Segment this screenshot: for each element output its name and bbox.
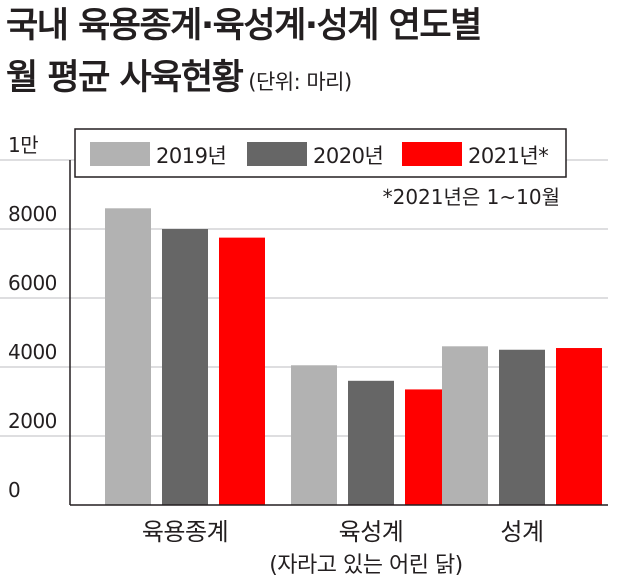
x-category-label: 성계 bbox=[500, 518, 543, 546]
bar-1-3 bbox=[219, 237, 265, 505]
x-category-label: 육성계 bbox=[339, 518, 404, 546]
bar-1-2 bbox=[162, 229, 208, 505]
y-axis-ticks: 0 2000 4000 6000 8000 1만 bbox=[8, 133, 57, 502]
bar-3-3 bbox=[556, 348, 602, 505]
y-tick-label: 1만 bbox=[8, 133, 38, 157]
bar-2-2 bbox=[348, 380, 394, 505]
legend-swatch bbox=[402, 142, 462, 166]
bar-3-2 bbox=[499, 349, 545, 505]
legend-label: 2021년* bbox=[468, 144, 548, 168]
legend-label: 2019년 bbox=[156, 144, 226, 168]
unit-label: (단위: 마리) bbox=[248, 70, 352, 94]
x-category-sublabel: (자라고 있는 어린 닭) bbox=[269, 553, 463, 578]
bars bbox=[105, 208, 602, 506]
bar-1-1 bbox=[105, 208, 151, 506]
bar-2-1 bbox=[291, 365, 337, 505]
x-category-label: 육용종계 bbox=[142, 518, 228, 546]
y-tick-label: 4000 bbox=[8, 340, 57, 364]
legend: 2019년 2020년 2021년* bbox=[74, 128, 567, 178]
legend-box bbox=[74, 128, 567, 178]
legend-swatch bbox=[90, 142, 150, 166]
category-labels: 육용종계 육성계 (자라고 있는 어린 닭) 성계 bbox=[142, 518, 544, 578]
footnote: *2021년은 1~10월 bbox=[383, 185, 560, 209]
legend-swatch bbox=[247, 142, 307, 166]
legend-label: 2020년 bbox=[313, 144, 383, 168]
y-tick-label: 6000 bbox=[8, 271, 57, 295]
y-tick-label: 2000 bbox=[8, 409, 57, 433]
chart-title: 국내 육용종계·육성계·성계 연도별 bbox=[6, 6, 482, 46]
chart-subtitle: 월 평균 사육현황 bbox=[6, 58, 244, 98]
legend-items: 2019년 2020년 2021년* bbox=[90, 142, 549, 168]
y-tick-label: 0 bbox=[8, 478, 20, 502]
bar-3-1 bbox=[442, 346, 488, 505]
y-tick-label: 8000 bbox=[8, 202, 57, 226]
chart-subtitle-line: 월 평균 사육현황 (단위: 마리) bbox=[6, 58, 352, 102]
